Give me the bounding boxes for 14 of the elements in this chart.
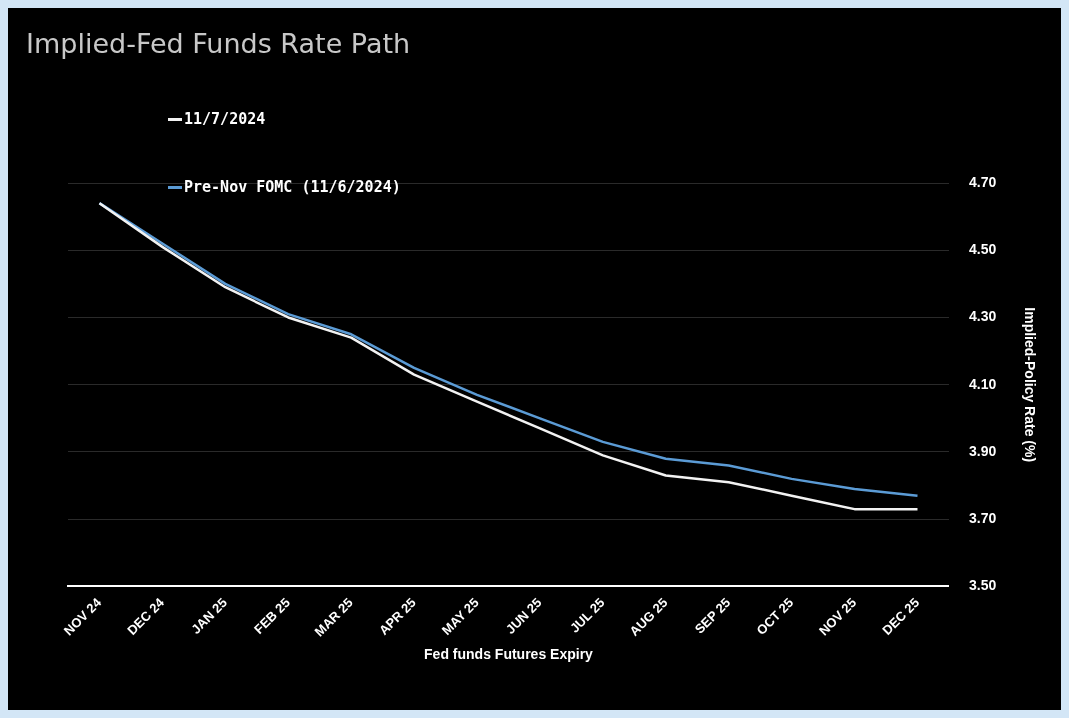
y-tick-label: 4.10: [968, 375, 997, 392]
y-tick-label: 4.50: [968, 241, 997, 258]
x-tick-label: JUL 25: [566, 595, 608, 636]
x-axis-title: Fed funds Futures Expiry: [424, 646, 594, 663]
y-tick-label: 3.70: [968, 510, 997, 527]
y-tick-label: 3.50: [968, 577, 997, 594]
legend-label: 11/7/2024: [184, 110, 266, 128]
y-tick-label: 4.30: [968, 308, 997, 325]
x-tick-label: SEP 25: [691, 595, 734, 637]
y-axis-title: Implied-Policy Rate (%): [1021, 307, 1038, 463]
y-tick-label: 3.90: [968, 442, 997, 459]
y-tick-label: 4.70: [968, 173, 997, 190]
legend-label: Pre-Nov FOMC (11/6/2024): [184, 178, 401, 196]
chart-title: Implied-Fed Funds Rate Path: [26, 28, 411, 59]
